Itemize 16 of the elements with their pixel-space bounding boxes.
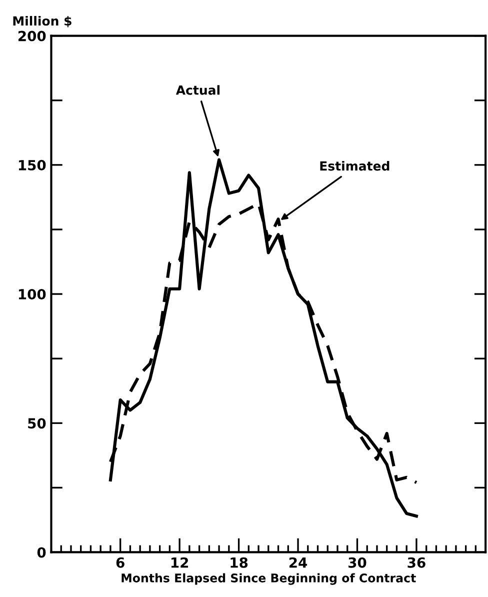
annotation: Estimated <box>320 161 390 171</box>
x-tick-label: 18 <box>230 557 248 568</box>
y-axis-title: Million $ <box>13 16 72 28</box>
annotation: Actual <box>176 85 220 95</box>
y-tick-label: 50 <box>28 418 46 429</box>
y-tick-label: 0 <box>37 547 46 558</box>
x-tick-label: 24 <box>289 557 308 568</box>
x-tick-label: 36 <box>408 557 426 568</box>
x-tick-label: 6 <box>116 557 124 568</box>
y-tick-label: 150 <box>18 160 46 170</box>
x-axis-title: Months Elapsed Since Beginning of Contract <box>122 573 416 585</box>
y-tick-label: 200 <box>18 30 46 42</box>
line-series <box>108 158 418 518</box>
x-tick-label: 30 <box>348 557 366 568</box>
y-tick-label: 100 <box>18 288 46 300</box>
x-tick-label: 12 <box>171 557 188 568</box>
